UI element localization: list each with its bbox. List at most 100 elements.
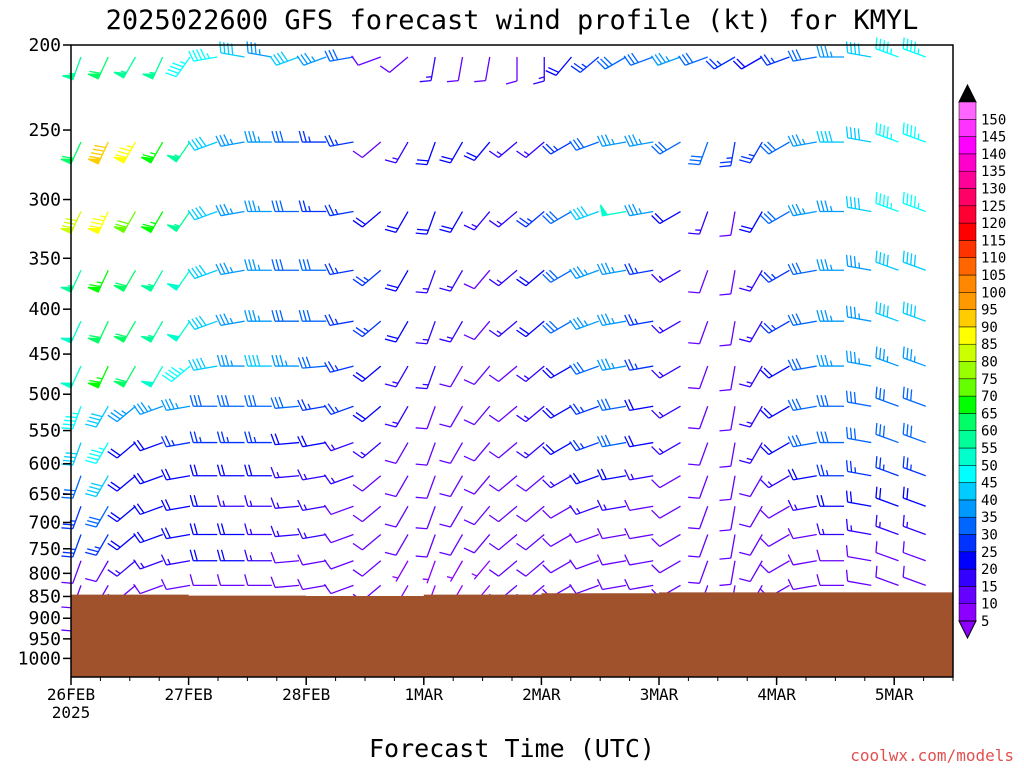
wind-barb xyxy=(875,514,899,536)
colorbar-label: 75 xyxy=(981,372,998,388)
wind-barb xyxy=(133,531,163,544)
wind-barb xyxy=(542,560,572,574)
wind-barb xyxy=(542,441,572,456)
wind-barb xyxy=(760,141,790,155)
wind-barb xyxy=(298,259,327,271)
wind-barb xyxy=(488,269,518,287)
wind-barb xyxy=(160,527,191,540)
wind-barb xyxy=(688,534,709,558)
wind-barb xyxy=(187,264,218,280)
wind-barb xyxy=(902,422,926,444)
wind-barb xyxy=(439,505,464,528)
wind-barb xyxy=(488,320,518,338)
wind-barb xyxy=(463,505,491,526)
wind-barb xyxy=(323,474,354,485)
colorbar-segment xyxy=(958,153,977,172)
wind-barb xyxy=(271,200,299,213)
wind-barb xyxy=(902,486,926,507)
wind-barb xyxy=(719,534,736,560)
colorbar-segment xyxy=(958,274,977,293)
wind-barb xyxy=(215,134,245,147)
wind-barb xyxy=(324,49,354,62)
wind-barb xyxy=(816,523,844,536)
wind-barb xyxy=(845,460,872,477)
wind-barb xyxy=(216,574,245,587)
wind-barb xyxy=(760,475,790,489)
wind-barb xyxy=(516,141,545,159)
wind-barb xyxy=(161,365,191,383)
wind-barb xyxy=(107,442,136,459)
wind-barb xyxy=(446,560,464,582)
wind-barb xyxy=(596,358,627,371)
wind-barb xyxy=(298,130,327,143)
wind-barb xyxy=(875,456,899,477)
credit-text[interactable]: coolwx.com/models xyxy=(850,746,1014,765)
wind-barb xyxy=(739,405,763,428)
wind-barb xyxy=(384,141,409,164)
wind-barb xyxy=(446,56,464,83)
colorbar-segment xyxy=(958,499,977,518)
wind-barb xyxy=(60,270,82,293)
wind-barb xyxy=(488,211,518,228)
colorbar-label: 30 xyxy=(981,528,998,544)
wind-barb xyxy=(739,320,763,343)
wind-barb xyxy=(596,134,627,147)
y-tick-label: 650 xyxy=(28,484,61,505)
wind-barb xyxy=(216,523,245,536)
wind-barb xyxy=(415,320,436,345)
wind-barb xyxy=(624,435,654,448)
wind-barb xyxy=(688,365,709,390)
y-tick-label: 550 xyxy=(28,421,61,442)
wind-barb xyxy=(270,525,300,538)
y-tick-label: 450 xyxy=(28,344,61,365)
colorbar-segment xyxy=(958,603,977,622)
wind-barb xyxy=(875,346,899,367)
wind-barb xyxy=(379,56,409,73)
wind-barb xyxy=(246,41,272,58)
wind-barb xyxy=(324,204,354,217)
wind-barb xyxy=(719,211,736,237)
wind-barb xyxy=(624,314,654,326)
y-tick-label: 900 xyxy=(28,608,61,629)
wind-barb xyxy=(113,320,137,343)
wind-barb xyxy=(351,55,381,66)
wind-barb xyxy=(688,505,709,530)
wind-barb xyxy=(352,320,382,338)
colorbar-segment xyxy=(958,205,977,224)
wind-barb xyxy=(651,560,681,574)
wind-barb xyxy=(271,130,299,143)
wind-barb xyxy=(875,386,899,407)
wind-barb xyxy=(165,56,191,78)
chart-title: 2025022600 GFS forecast wind profile (kt… xyxy=(106,5,919,36)
wind-barb xyxy=(542,365,572,379)
wind-barb xyxy=(270,497,300,509)
wind-barb xyxy=(297,356,327,369)
wind-barb xyxy=(323,504,354,516)
wind-barb xyxy=(188,357,218,371)
wind-barb xyxy=(244,200,272,213)
wind-barb xyxy=(60,211,82,235)
wind-barb xyxy=(739,560,763,583)
wind-barb xyxy=(488,505,518,523)
wind-barb xyxy=(902,514,926,536)
wind-barb xyxy=(759,54,790,66)
wind-barb xyxy=(902,122,926,143)
wind-barb xyxy=(189,464,218,477)
wind-barb xyxy=(133,439,163,452)
wind-barb xyxy=(816,310,844,322)
wind-barb xyxy=(160,554,191,566)
wind-barb xyxy=(816,354,844,367)
wind-barb xyxy=(216,354,245,367)
wind-barb xyxy=(216,431,245,444)
colorbar-over-triangle xyxy=(958,83,977,103)
colorbar-label: 80 xyxy=(981,355,998,371)
wind-barb xyxy=(678,52,708,66)
wind-barb xyxy=(651,269,681,283)
wind-barb xyxy=(902,301,926,322)
wind-barb xyxy=(87,320,109,344)
wind-barb xyxy=(516,475,545,492)
wind-barb xyxy=(324,134,354,147)
wind-barb xyxy=(297,554,327,566)
wind-barb xyxy=(439,442,464,464)
wind-barb xyxy=(542,210,572,225)
